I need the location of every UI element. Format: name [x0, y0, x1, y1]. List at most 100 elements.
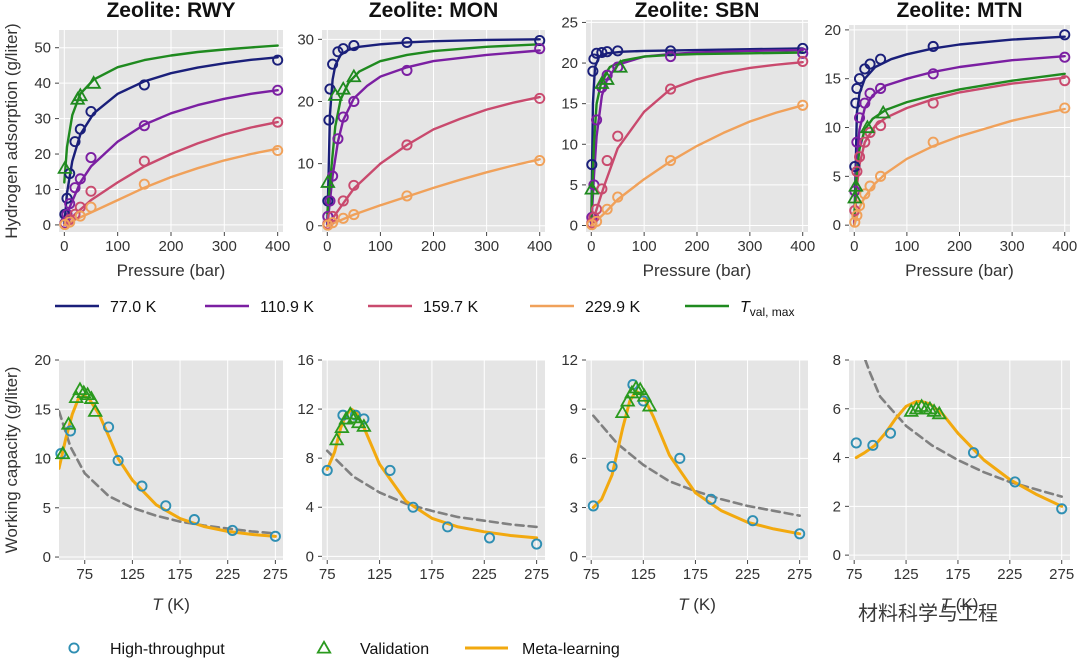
x-tick-label: 400	[265, 238, 290, 255]
data-point-t159	[875, 120, 887, 132]
plot-layer	[591, 389, 802, 536]
y-tick-label: 15	[824, 71, 841, 88]
x-tick-label: 175	[945, 566, 970, 583]
x-tick-label: 0	[60, 238, 68, 255]
x-tick-label: 200	[684, 238, 709, 255]
y-tick-label: 30	[34, 111, 51, 128]
data-point-t229	[665, 154, 677, 167]
x-tick-label: 300	[737, 238, 762, 255]
y-axis-label: Hydrogen adsorption (g/liter)	[2, 23, 21, 238]
panel-top-3: 0 100 200 300 400 0 5 10 15 20 Zeolite: MTN Pressur…	[824, 0, 1077, 280]
legend-label: 77.0 K	[110, 299, 157, 316]
y-tick-label: 10	[34, 451, 51, 468]
data-point-t229	[64, 216, 76, 228]
y-tick-label: 9	[570, 401, 578, 418]
y-tick-label: 20	[297, 93, 314, 110]
data-point-t77	[401, 36, 413, 48]
x-axis-label: Pressure (bar)	[117, 261, 226, 280]
data-point-t110	[401, 64, 413, 76]
panel-title: Zeolite: MON	[369, 0, 499, 22]
high-throughput-point	[1056, 503, 1068, 515]
data-point-t77	[61, 192, 73, 204]
x-tick-label: 225	[997, 566, 1022, 583]
watermark: 材料科学与工程	[858, 601, 998, 625]
data-point-t110	[665, 51, 677, 63]
legend-item: Validation	[316, 639, 429, 658]
data-point-t229	[591, 215, 603, 227]
y-tick-label: 6	[570, 450, 578, 467]
data-point-t159	[85, 185, 97, 197]
x-tick-label: 175	[683, 566, 708, 583]
data-point-t229	[534, 154, 546, 167]
data-point-t77	[927, 40, 939, 53]
data-point-t159	[859, 136, 871, 148]
y-tick-label: 4	[306, 499, 314, 516]
legend-item: 110.9 K	[205, 299, 314, 316]
data-point-t229	[612, 191, 624, 203]
y-tick-label: 3	[570, 500, 578, 517]
data-point-t77	[337, 43, 349, 55]
data-point-t77	[797, 42, 809, 54]
plot-layer	[325, 407, 539, 540]
x-tick-label: 75	[846, 566, 863, 583]
data-point-t110	[797, 47, 809, 59]
validation-point	[83, 390, 100, 404]
validation-point	[87, 403, 103, 417]
x-tick-label: 225	[472, 566, 497, 583]
legend-marker-triangle	[316, 639, 332, 654]
high-throughput-point	[321, 464, 333, 476]
data-point-t110	[1059, 51, 1071, 63]
data-point-t77	[348, 39, 360, 52]
data-point-t159	[69, 208, 81, 220]
y-tick-label: 12	[297, 401, 314, 418]
y-tick-label: 50	[34, 40, 51, 57]
x-tick-label: 225	[735, 566, 760, 583]
panel-bottom-1: 75 125 175 225 275 0 4 8 12 16	[297, 352, 549, 583]
x-tick-label: 175	[419, 566, 444, 583]
x-tick-label: 400	[1052, 238, 1077, 255]
validation-point	[599, 71, 615, 85]
data-point-t110	[591, 114, 603, 126]
panel-top-2: 0 100 200 300 400 0 5 10 15 20 25 Zeolite: SBN Press…	[561, 0, 815, 280]
high-throughput-point	[747, 515, 759, 527]
y-tick-label: 30	[297, 31, 314, 48]
panel-top-1: 0 100 200 300 400 0 10 20 30 Zeolite: MON	[297, 0, 552, 255]
plot-area	[322, 360, 545, 560]
high-throughput-point	[136, 480, 148, 492]
y-tick-label: 12	[561, 352, 578, 369]
y-tick-label: 20	[561, 55, 578, 72]
data-point-t159	[272, 116, 284, 128]
data-point-t229	[849, 216, 861, 228]
x-tick-label: 125	[120, 566, 145, 583]
data-point-t77	[587, 65, 599, 77]
x-tick-label: 75	[583, 566, 600, 583]
y-tick-label: 25	[561, 14, 578, 31]
x-tick-label: 300	[212, 238, 237, 255]
data-point-t110	[348, 95, 360, 108]
data-point-t159	[337, 195, 349, 207]
data-point-t229	[74, 210, 86, 222]
validation-point	[356, 418, 372, 432]
high-throughput-point	[64, 425, 76, 437]
data-point-t229	[797, 99, 809, 111]
validation-point	[908, 400, 925, 415]
legend-label: 159.7 K	[423, 299, 478, 316]
meta-learning-line	[59, 394, 277, 538]
validation-point	[76, 384, 92, 399]
high-throughput-point	[850, 437, 862, 449]
validation-point	[584, 180, 600, 195]
x-tick-label: 175	[168, 566, 193, 583]
y-tick-label: 40	[34, 75, 51, 92]
data-point-t77	[864, 58, 876, 70]
x-tick-label: 0	[323, 238, 331, 255]
data-point-t110	[74, 173, 86, 185]
validation-point	[57, 160, 73, 174]
data-point-t77	[601, 46, 613, 58]
data-point-t110	[272, 84, 284, 96]
data-point-t110	[138, 120, 150, 132]
data-point-t159	[851, 165, 863, 178]
high-throughput-point	[967, 447, 980, 459]
data-point-t229	[327, 217, 339, 229]
data-point-t77	[875, 53, 887, 65]
data-point-t159	[596, 183, 608, 195]
